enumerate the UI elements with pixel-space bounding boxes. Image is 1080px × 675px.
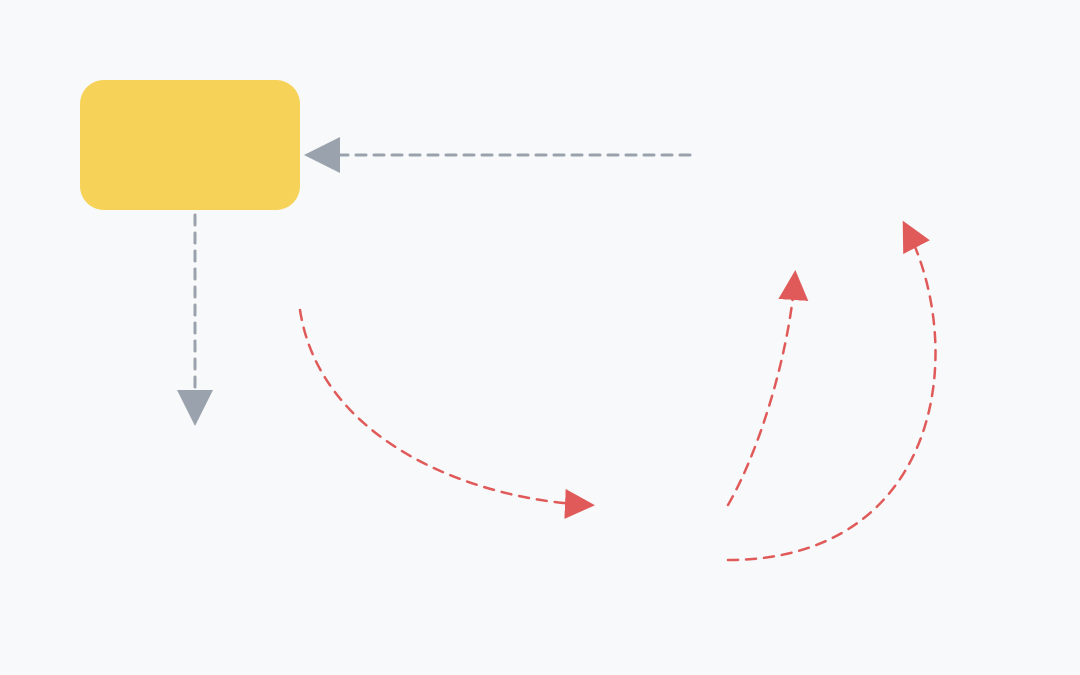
edge-notify bbox=[728, 225, 936, 560]
reactivity-diagram bbox=[0, 0, 1080, 675]
edge-collect bbox=[728, 275, 795, 505]
component-node bbox=[80, 80, 300, 210]
edge-touch bbox=[300, 310, 590, 505]
